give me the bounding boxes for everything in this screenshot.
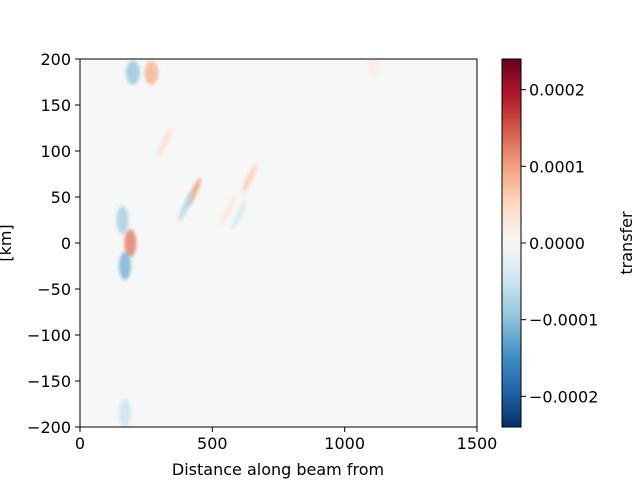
heatmap-feature-filament bbox=[242, 164, 257, 194]
x-tick-label: 0 bbox=[75, 434, 85, 453]
colorbar-tick-label: 0.0001 bbox=[529, 157, 585, 176]
heatmap-feature-filament bbox=[220, 196, 236, 226]
x-axis-ticks: 0 500 1000 1500 bbox=[75, 427, 497, 453]
x-axis-label: Distance along beam from bbox=[172, 460, 384, 479]
colorbar-tick-label: 0.0002 bbox=[529, 81, 585, 100]
heatmap-feature-eddy bbox=[124, 229, 137, 257]
y-tick-label: −150 bbox=[27, 372, 71, 391]
y-tick-label: 0 bbox=[61, 234, 71, 253]
heatmap-features bbox=[116, 59, 380, 427]
y-tick-label: −200 bbox=[27, 418, 71, 437]
colorbar-tick-label: −0.0001 bbox=[529, 311, 598, 330]
colorbar-tick-label: 0.0000 bbox=[529, 234, 585, 253]
heatmap-feature-eddy bbox=[118, 252, 131, 280]
x-tick-label: 1500 bbox=[457, 434, 498, 453]
colorbar: 0.0002 0.0001 0.0000 −0.0001 −0.0002 transfe… bbox=[501, 58, 636, 428]
plot-area bbox=[79, 58, 478, 428]
heatmap-feature-dipole bbox=[144, 60, 159, 85]
y-tick-label: 100 bbox=[40, 142, 71, 161]
colorbar-tick-label: −0.0002 bbox=[529, 387, 598, 406]
heatmap-feature-eddy bbox=[118, 399, 131, 427]
y-tick-label: 200 bbox=[40, 50, 71, 69]
x-tick-label: 500 bbox=[197, 434, 228, 453]
heatmap-background bbox=[80, 59, 477, 427]
colorbar-gradient bbox=[501, 58, 522, 428]
y-axis-label: [km] bbox=[0, 224, 15, 261]
heatmap-feature-dipole bbox=[125, 60, 140, 85]
y-axis-ticks: 200 150 100 50 0 −50 −100 −150 −200 bbox=[27, 50, 80, 437]
y-tick-label: 150 bbox=[40, 96, 71, 115]
y-tick-label: 50 bbox=[51, 188, 71, 207]
colorbar-label: transfer bbox=[617, 211, 636, 275]
heatmap-feature-filament bbox=[231, 200, 247, 230]
heatmap-feature-filament bbox=[178, 191, 194, 221]
x-tick-label: 1000 bbox=[324, 434, 365, 453]
y-tick-label: −100 bbox=[27, 326, 71, 345]
y-tick-label: −50 bbox=[37, 280, 71, 299]
heatmap-feature-eddy bbox=[116, 206, 129, 234]
colorbar-ticks: 0.0002 0.0001 0.0000 −0.0001 −0.0002 bbox=[521, 81, 598, 406]
heatmap-feature-filament bbox=[157, 127, 172, 157]
heatmap-feature-eddy bbox=[367, 59, 380, 78]
